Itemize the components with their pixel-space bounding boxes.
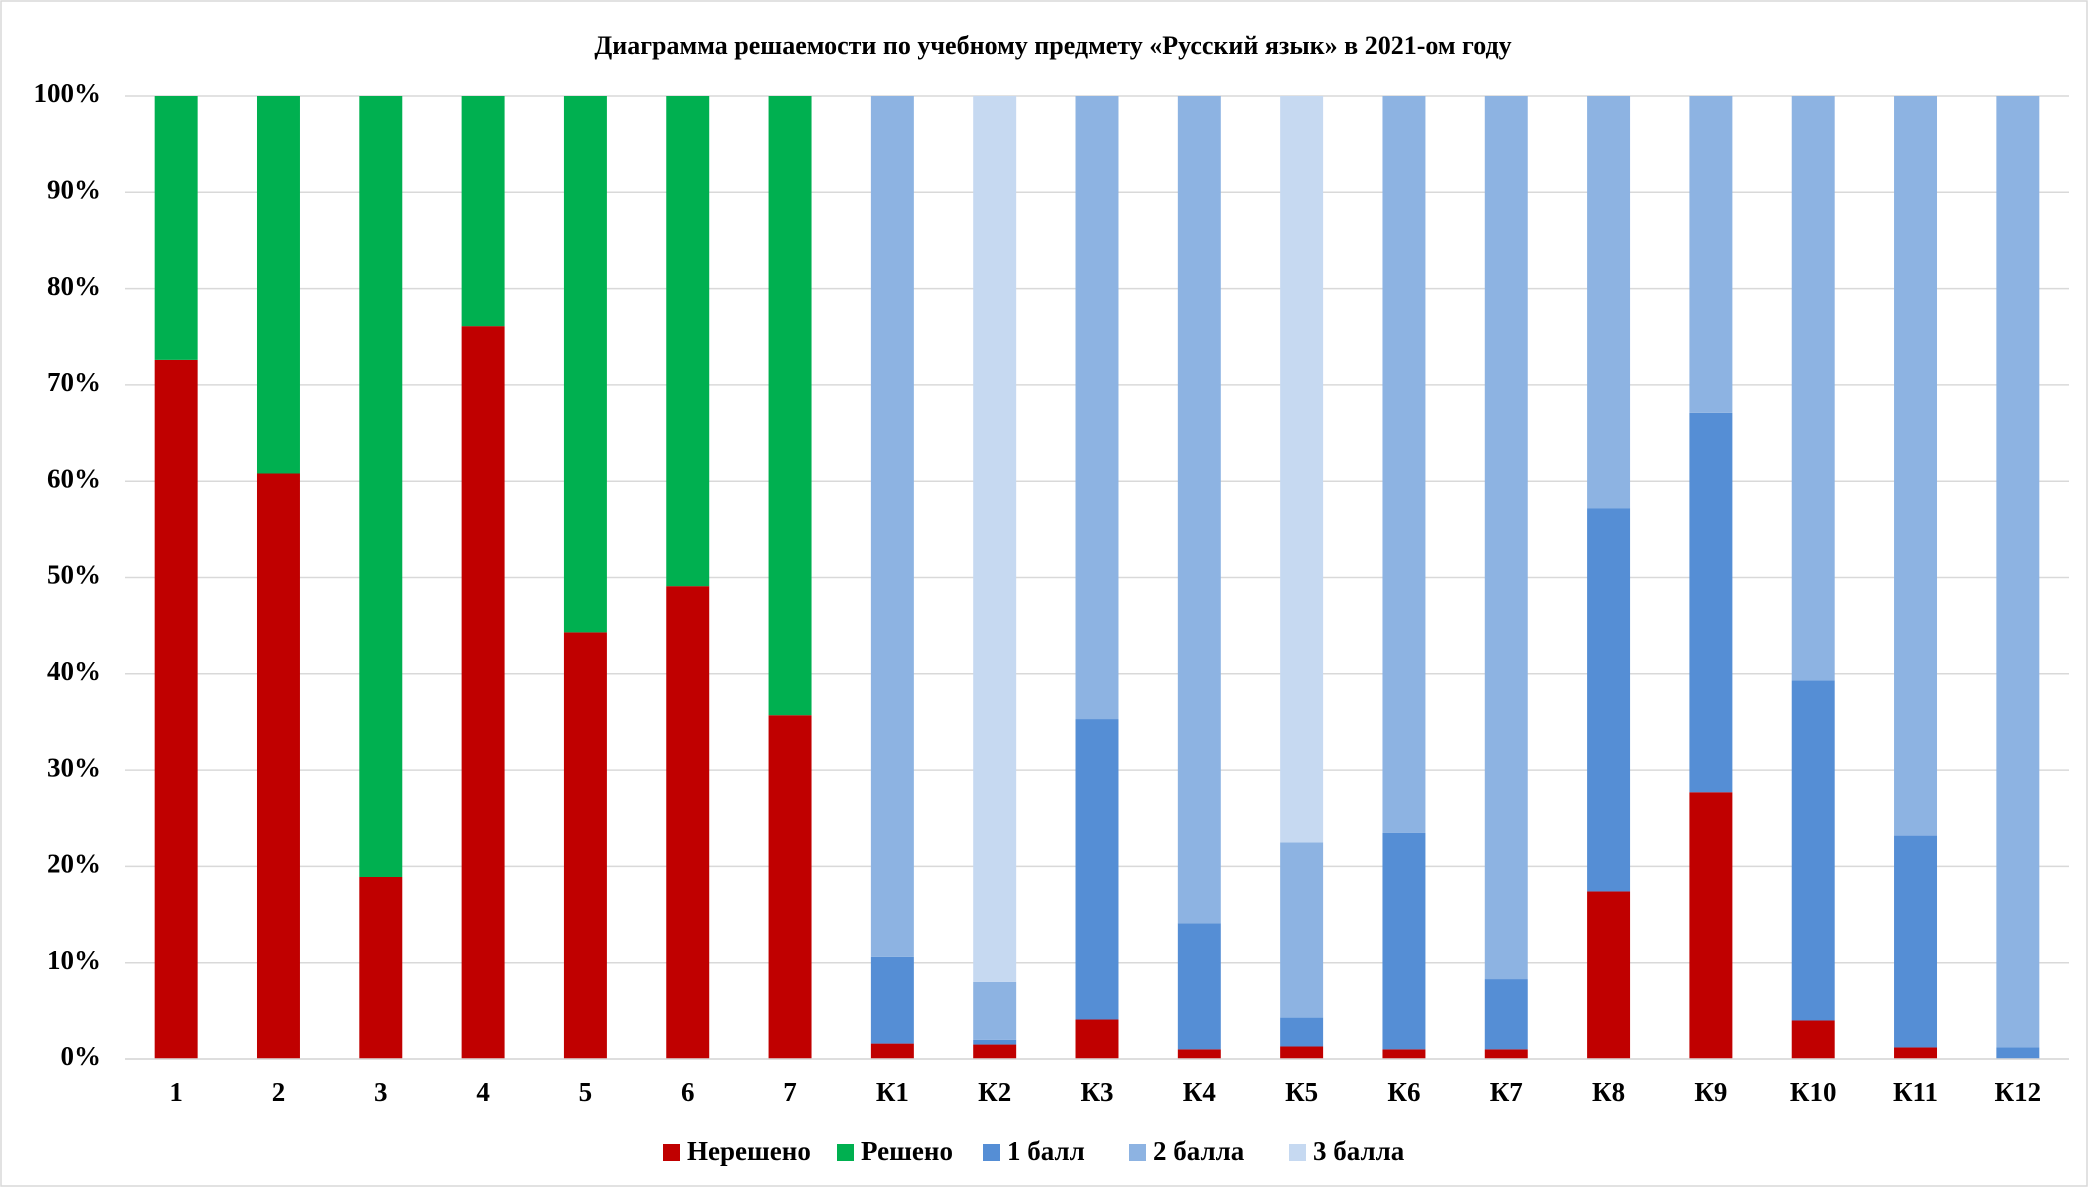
legend-label: 2 балла [1153, 1136, 1245, 1166]
bar-segment [154, 359, 198, 1059]
bar-segment [359, 96, 403, 877]
bar-segment [256, 96, 300, 474]
x-tick-label: 4 [476, 1077, 490, 1107]
bar-segment [973, 1039, 1017, 1045]
bar-segment [1894, 96, 1938, 836]
x-tick-label: 1 [169, 1077, 183, 1107]
bar-segment [1075, 1019, 1119, 1059]
bar-segment [1791, 1020, 1835, 1059]
y-tick-label: 100% [34, 78, 102, 108]
bar-segment [1791, 96, 1835, 681]
x-tick-label: К11 [1893, 1077, 1938, 1107]
x-tick-label: К9 [1694, 1077, 1727, 1107]
y-tick-label: 60% [47, 463, 101, 493]
bar-segment [1894, 1047, 1938, 1059]
y-tick-label: 30% [47, 752, 101, 782]
y-tick-label: 70% [47, 367, 101, 397]
bar-segment [1280, 1046, 1324, 1059]
x-tick-label: 3 [374, 1077, 388, 1107]
legend-label: 1 балл [1007, 1136, 1085, 1166]
bar-segment [563, 632, 607, 1059]
bar-segment [1689, 96, 1733, 413]
bar-segment [1791, 680, 1835, 1021]
legend-label: Нерешено [687, 1136, 811, 1166]
bar-segment [1382, 96, 1426, 833]
bar-segment [461, 96, 505, 327]
y-tick-label: 50% [47, 560, 101, 590]
x-tick-label: К8 [1592, 1077, 1625, 1107]
bar-segment [1280, 1017, 1324, 1047]
bar-segment [1177, 1049, 1221, 1059]
x-tick-label: К3 [1080, 1077, 1113, 1107]
bar-segment [1484, 96, 1528, 980]
x-tick-label: К6 [1387, 1077, 1420, 1107]
legend-swatch [1289, 1144, 1306, 1161]
bar-segment [870, 1043, 914, 1059]
bar-segment [870, 96, 914, 957]
x-tick-label: К4 [1183, 1077, 1216, 1107]
bar-segment [1689, 792, 1733, 1059]
bar-segment [1382, 832, 1426, 1050]
bar-segment [256, 473, 300, 1060]
legend-swatch [1129, 1144, 1146, 1161]
bar-segment [1382, 1049, 1426, 1059]
bar-segment [870, 956, 914, 1044]
bar-segment [1280, 96, 1324, 843]
x-tick-label: К7 [1490, 1077, 1523, 1107]
bar-segment [1996, 1047, 2040, 1059]
bar-segment [1484, 979, 1528, 1050]
bar-segment [768, 715, 812, 1059]
chart-title: Диаграмма решаемости по учебному предмет… [594, 31, 1511, 60]
bar-segment [1280, 842, 1324, 1018]
x-tick-label: 5 [579, 1077, 593, 1107]
legend-label: 3 балла [1313, 1136, 1405, 1166]
bar-segment [973, 1044, 1017, 1059]
x-tick-label: 7 [783, 1077, 797, 1107]
y-tick-label: 20% [47, 849, 101, 879]
x-tick-label: К5 [1285, 1077, 1318, 1107]
legend-swatch [837, 1144, 854, 1161]
bar-segment [1587, 96, 1631, 509]
x-tick-label: К12 [1995, 1077, 2042, 1107]
y-tick-label: 90% [47, 175, 101, 205]
bar-segment [1587, 508, 1631, 892]
bar-segment [359, 876, 403, 1059]
x-tick-label: К10 [1790, 1077, 1837, 1107]
y-tick-label: 80% [47, 271, 101, 301]
bar-segment [1075, 719, 1119, 1020]
bar-segment [461, 326, 505, 1060]
bar-segment [1689, 412, 1733, 793]
y-tick-label: 0% [61, 1041, 102, 1071]
legend-swatch [983, 1144, 1000, 1161]
y-tick-label: 40% [47, 656, 101, 686]
bar-segment [768, 96, 812, 716]
x-tick-label: 6 [681, 1077, 695, 1107]
bar-segment [666, 96, 710, 587]
x-tick-label: К2 [978, 1077, 1011, 1107]
bar-segment [1177, 923, 1221, 1050]
bar-segment [1894, 835, 1938, 1048]
bar-segment [1075, 96, 1119, 720]
bar-segment [563, 96, 607, 633]
x-tick-label: 2 [272, 1077, 286, 1107]
bar-segment [1484, 1049, 1528, 1059]
y-tick-label: 10% [47, 945, 101, 975]
bar-segment [666, 586, 710, 1059]
legend-label: Решено [861, 1136, 953, 1166]
bar-segment [973, 96, 1017, 982]
bar-segment [1996, 96, 2040, 1048]
x-tick-label: К1 [876, 1077, 909, 1107]
legend-swatch [663, 1144, 680, 1161]
bar-segment [154, 96, 198, 360]
bar-segment [1177, 96, 1221, 924]
bar-segment [973, 981, 1017, 1040]
bar-segment [1587, 891, 1631, 1059]
